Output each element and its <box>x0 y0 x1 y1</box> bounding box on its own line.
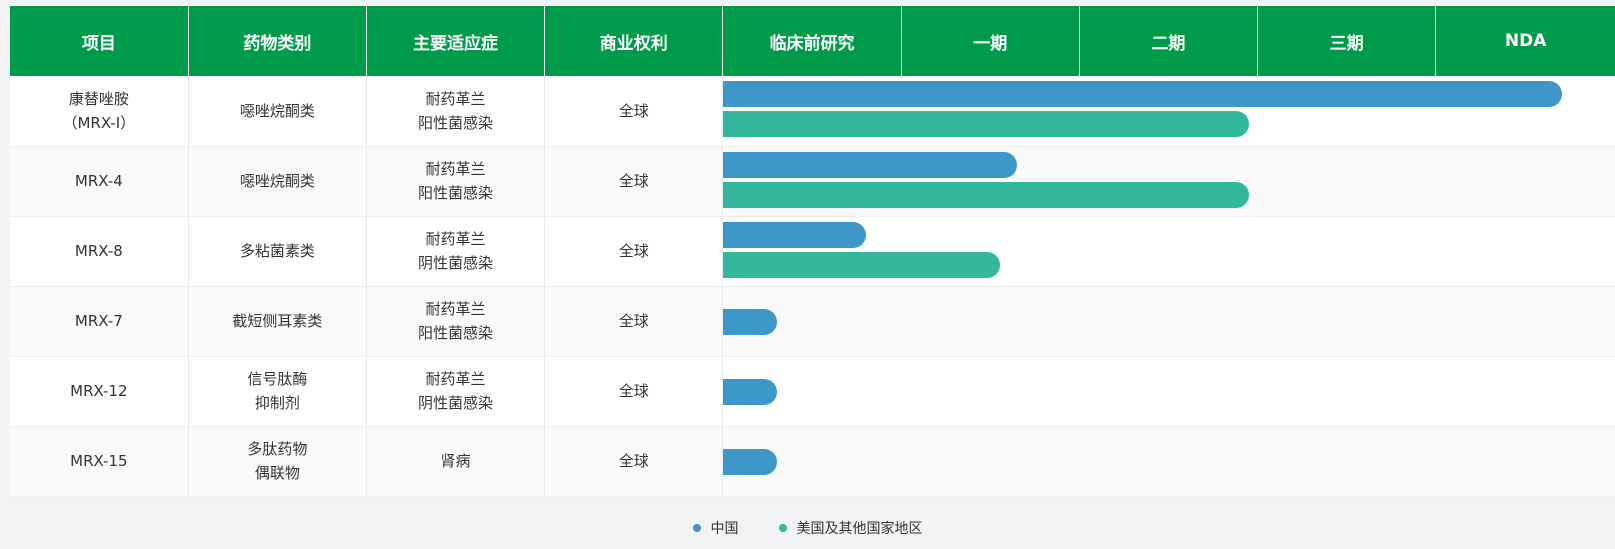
progress-bar-china <box>723 308 778 335</box>
drug-class-cell: 多肽药物 偶联物 <box>188 426 367 497</box>
header-phase-3: 三期 <box>1257 6 1437 76</box>
rights-cell: 全球 <box>544 426 724 497</box>
pipeline-table: 项目 药物类别 主要适应症 商业权利 临床前研究 一期 二期 三期 NDA 康替… <box>10 6 1615 497</box>
rights-cell: 全球 <box>544 76 724 147</box>
indication-cell: 耐药革兰 阳性菌感染 <box>366 76 546 147</box>
table-row: MRX-12 信号肽酶 抑制剂 耐药革兰 阴性菌感染 全球 <box>10 356 1615 427</box>
progress-bars <box>723 287 1615 356</box>
legend-dot-us-other <box>778 524 787 532</box>
drug-class-cell: 截短侧耳素类 <box>188 286 367 357</box>
table-row: MRX-4 噁唑烷酮类 耐药革兰 阳性菌感染 全球 <box>10 146 1615 217</box>
progress-cell <box>722 76 1615 147</box>
legend-label-china: 中国 <box>710 521 739 537</box>
project-cell: MRX-8 <box>10 216 189 287</box>
table-row: 康替唑胺 （MRX-I） 噁唑烷酮类 耐药革兰 阳性菌感染 全球 <box>10 76 1615 147</box>
rights-cell: 全球 <box>544 146 724 217</box>
header-rights: 商业权利 <box>544 6 724 76</box>
header-indication: 主要适应症 <box>366 6 546 76</box>
project-cell: MRX-4 <box>10 146 189 217</box>
progress-bars <box>723 147 1615 216</box>
progress-bar-china <box>723 448 778 475</box>
drug-class-cell: 信号肽酶 抑制剂 <box>188 356 367 427</box>
legend-dot-china <box>692 524 701 532</box>
project-cell: MRX-7 <box>10 286 189 357</box>
drug-class-cell: 多粘菌素类 <box>188 216 367 287</box>
indication-cell: 耐药革兰 阴性菌感染 <box>366 356 546 427</box>
drug-class-cell: 噁唑烷酮类 <box>188 146 367 217</box>
progress-bar-us-other <box>723 181 1250 208</box>
rights-cell: 全球 <box>544 216 724 287</box>
progress-cell <box>722 216 1615 287</box>
table-row: MRX-7 截短侧耳素类 耐药革兰 阳性菌感染 全球 <box>10 286 1615 357</box>
legend-label-us-other: 美国及其他国家地区 <box>796 521 923 537</box>
progress-bar-china <box>723 378 778 405</box>
pipeline-panel: 项目 药物类别 主要适应症 商业权利 临床前研究 一期 二期 三期 NDA 康替… <box>10 6 1615 497</box>
indication-cell: 耐药革兰 阳性菌感染 <box>366 286 546 357</box>
progress-cell <box>722 426 1615 497</box>
header-row: 项目 药物类别 主要适应症 商业权利 临床前研究 一期 二期 三期 NDA <box>10 6 1615 76</box>
rights-cell: 全球 <box>544 286 724 357</box>
header-phase-1: 一期 <box>901 6 1080 76</box>
table-row: MRX-8 多粘菌素类 耐药革兰 阴性菌感染 全球 <box>10 216 1615 287</box>
header-phase-2: 二期 <box>1079 6 1259 76</box>
progress-cell <box>722 146 1615 217</box>
indication-cell: 耐药革兰 阴性菌感染 <box>366 216 546 287</box>
header-nda: NDA <box>1435 6 1615 76</box>
header-preclinical: 临床前研究 <box>722 6 902 76</box>
header-drug-class: 药物类别 <box>188 6 367 76</box>
table-row: MRX-15 多肽药物 偶联物 肾病 全球 <box>10 426 1615 497</box>
progress-bar-china <box>723 221 867 248</box>
indication-cell: 肾病 <box>366 426 546 497</box>
indication-cell: 耐药革兰 阳性菌感染 <box>366 146 546 217</box>
project-cell: MRX-12 <box>10 356 189 427</box>
legend: 中国 美国及其他国家地区 <box>0 516 1615 540</box>
progress-bar-us-other <box>723 111 1250 137</box>
progress-bar-china <box>723 151 1018 178</box>
progress-bars <box>723 427 1615 496</box>
progress-bars <box>723 357 1615 426</box>
header-project: 项目 <box>10 6 189 76</box>
progress-bars <box>723 76 1615 146</box>
progress-bars <box>723 217 1615 286</box>
progress-bar-us-other <box>723 251 1001 278</box>
legend-item-china: 中国 <box>692 518 739 538</box>
project-cell: MRX-15 <box>10 426 189 497</box>
progress-bar-china <box>723 81 1563 107</box>
rights-cell: 全球 <box>544 356 724 427</box>
progress-cell <box>722 286 1615 357</box>
progress-cell <box>722 356 1615 427</box>
drug-class-cell: 噁唑烷酮类 <box>188 76 367 147</box>
legend-item-us-other: 美国及其他国家地区 <box>778 518 923 538</box>
project-cell: 康替唑胺 （MRX-I） <box>10 76 189 147</box>
